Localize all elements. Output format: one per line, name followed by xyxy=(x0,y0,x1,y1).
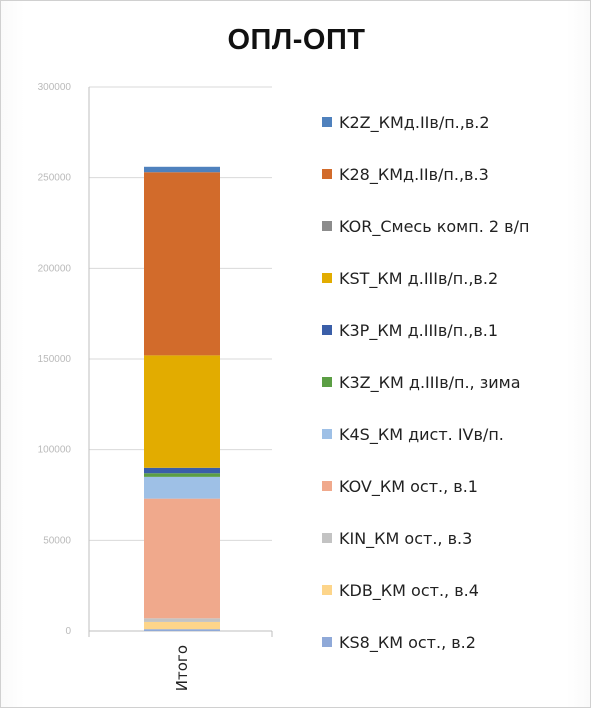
legend-item: K2Z_КМд.IIв/п.,в.2 xyxy=(322,112,490,132)
legend-swatch xyxy=(322,585,332,595)
bar-segment xyxy=(144,476,220,499)
legend-item: KOV_КМ ост., в.1 xyxy=(322,476,478,496)
bar-segment xyxy=(144,467,220,474)
y-tick-label: 0 xyxy=(65,626,71,637)
legend-label: KS8_КМ ост., в.2 xyxy=(339,632,476,652)
x-category-label: Итого xyxy=(173,645,191,691)
bar-segment xyxy=(144,629,220,631)
bar-segment xyxy=(144,498,220,619)
legend-item: KDB_КМ ост., в.4 xyxy=(322,580,479,600)
bar-segment xyxy=(144,355,220,468)
legend-label: K4S_КМ дист. IVв/п. xyxy=(339,424,504,444)
legend-item: KS8_КМ ост., в.2 xyxy=(322,632,476,652)
legend-swatch xyxy=(322,429,332,439)
legend-label: K3Z_КМ д.IIIв/п., зима xyxy=(339,372,521,392)
legend-item: K3P_КМ д.IIIв/п.,в.1 xyxy=(322,320,498,340)
y-tick-label: 300000 xyxy=(38,82,72,93)
y-tick-label: 250000 xyxy=(38,173,72,184)
legend-label: KOV_КМ ост., в.1 xyxy=(339,476,478,496)
legend-swatch xyxy=(322,377,332,387)
bar-segment xyxy=(144,473,220,477)
legend-label: K28_КМд.IIв/п.,в.3 xyxy=(339,164,489,184)
bar-segment xyxy=(144,621,220,630)
legend-label: KST_КМ д.IIIв/п.,в.2 xyxy=(339,268,499,288)
legend-swatch xyxy=(322,117,332,127)
legend-swatch xyxy=(322,533,332,543)
legend-item: KIN_КМ ост., в.3 xyxy=(322,528,472,548)
bar-segment xyxy=(144,172,220,356)
y-tick-label: 50000 xyxy=(43,535,71,546)
y-tick-label: 100000 xyxy=(38,445,72,456)
legend-label: KOR_Смесь комп. 2 в/п xyxy=(339,216,530,236)
legend-swatch xyxy=(322,325,332,335)
legend-label: K3P_КМ д.IIIв/п.,в.1 xyxy=(339,320,499,340)
chart-title: ОПЛ-ОПТ xyxy=(227,24,366,56)
legend-item: K3Z_КМ д.IIIв/п., зима xyxy=(322,372,521,392)
y-tick-label: 150000 xyxy=(38,354,72,365)
legend-item: KOR_Смесь комп. 2 в/п xyxy=(322,216,529,236)
legend-label: K2Z_КМд.IIв/п.,в.2 xyxy=(339,112,490,132)
y-tick-label: 200000 xyxy=(38,263,72,274)
legend-swatch xyxy=(322,221,332,231)
legend-swatch xyxy=(322,273,332,283)
bar-segment xyxy=(144,166,220,173)
legend-item: K4S_КМ дист. IVв/п. xyxy=(322,424,504,444)
legend-item: KST_КМ д.IIIв/п.,в.2 xyxy=(322,268,498,288)
legend-label: KIN_КМ ост., в.3 xyxy=(339,528,473,548)
legend-swatch xyxy=(322,637,332,647)
legend-label: KDB_КМ ост., в.4 xyxy=(339,580,479,600)
legend-item: K28_КМд.IIв/п.,в.3 xyxy=(322,164,489,184)
bar-segment xyxy=(144,618,220,622)
legend-swatch xyxy=(322,169,332,179)
legend-swatch xyxy=(322,481,332,491)
